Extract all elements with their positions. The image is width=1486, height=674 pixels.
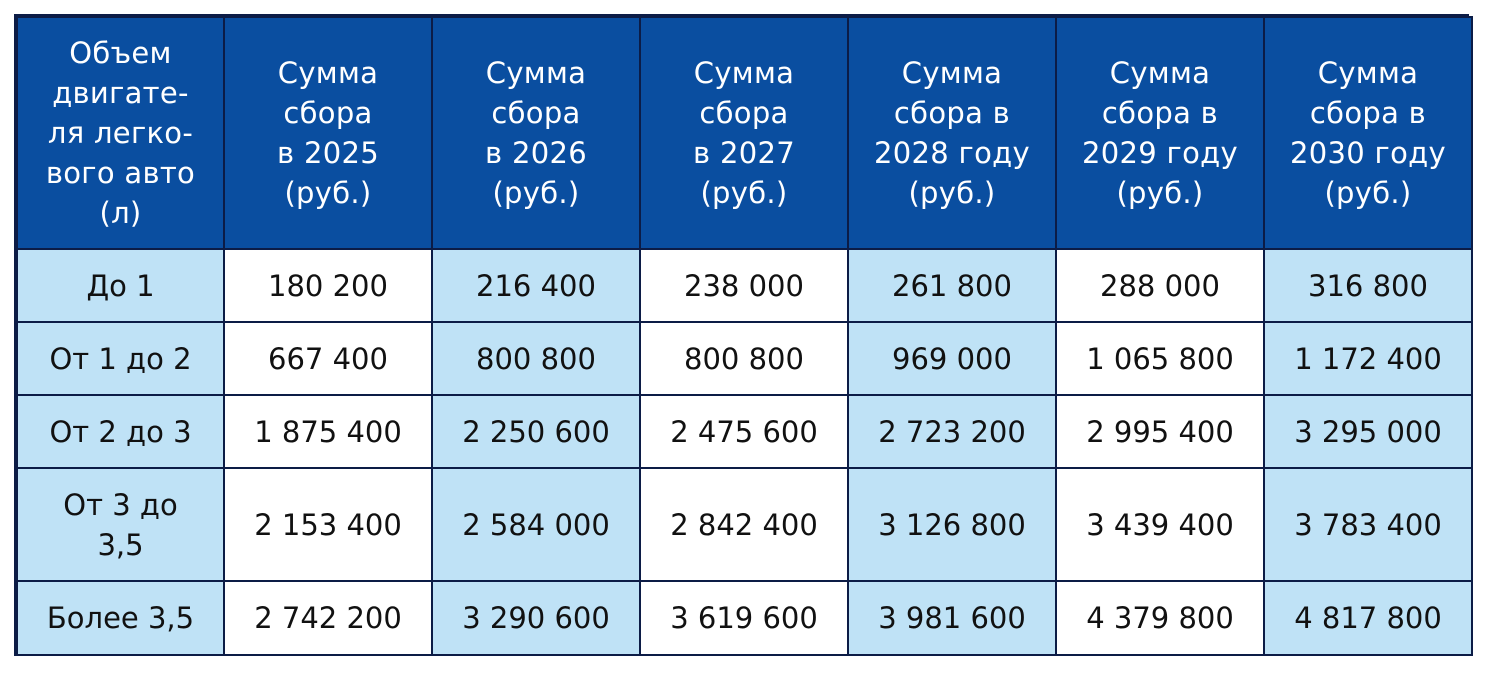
fee-cell-2027: 2 842 400 (639, 467, 849, 582)
engine-volume-line: 3,5 (97, 527, 144, 562)
fee-cell-2026: 216 400 (431, 248, 641, 323)
header-fee-2027: Сумма сбора в 2027 (руб.) (639, 16, 849, 250)
fee-cell-2028: 261 800 (847, 248, 1057, 323)
header-fee-2029: Сумма сбора в 2029 году (руб.) (1055, 16, 1265, 250)
fee-cell-2026: 2 250 600 (431, 394, 641, 469)
table-row: От 1 до 2 667 400 800 800 800 800 969 00… (16, 321, 1473, 396)
fee-cell-2028: 2 723 200 (847, 394, 1057, 469)
recycling-fee-table: Объем двигате- ля легко- вого авто (л) С… (16, 16, 1473, 656)
fee-cell-2027: 2 475 600 (639, 394, 849, 469)
fee-cell-2029: 4 379 800 (1055, 580, 1265, 656)
header-fee-2028: Сумма сбора в 2028 году (руб.) (847, 16, 1057, 250)
fee-cell-2028: 3 981 600 (847, 580, 1057, 656)
fee-cell-2025: 1 875 400 (223, 394, 433, 469)
engine-volume-cell: До 1 (16, 248, 225, 323)
fee-cell-2030: 4 817 800 (1263, 580, 1473, 656)
fee-cell-2026: 3 290 600 (431, 580, 641, 656)
fee-cell-2028: 969 000 (847, 321, 1057, 396)
fee-cell-2025: 2 742 200 (223, 580, 433, 656)
fee-cell-2027: 800 800 (639, 321, 849, 396)
fee-cell-2025: 667 400 (223, 321, 433, 396)
table-row: До 1 180 200 216 400 238 000 261 800 288… (16, 248, 1473, 323)
fee-cell-2030: 3 295 000 (1263, 394, 1473, 469)
fee-cell-2026: 800 800 (431, 321, 641, 396)
table-row: От 2 до 3 1 875 400 2 250 600 2 475 600 … (16, 394, 1473, 469)
fee-cell-2025: 2 153 400 (223, 467, 433, 582)
fee-cell-2030: 316 800 (1263, 248, 1473, 323)
fee-cell-2025: 180 200 (223, 248, 433, 323)
engine-volume-cell: От 2 до 3 (16, 394, 225, 469)
header-fee-2025: Сумма сбора в 2025 (руб.) (223, 16, 433, 250)
fee-cell-2030: 1 172 400 (1263, 321, 1473, 396)
fee-table-container: Объем двигате- ля легко- вого авто (л) С… (14, 14, 1473, 656)
engine-volume-cell: От 3 до 3,5 (16, 467, 225, 582)
header-fee-2026: Сумма сбора в 2026 (руб.) (431, 16, 641, 250)
fee-cell-2027: 3 619 600 (639, 580, 849, 656)
header-fee-2030: Сумма сбора в 2030 году (руб.) (1263, 16, 1473, 250)
fee-cell-2029: 3 439 400 (1055, 467, 1265, 582)
header-engine-volume: Объем двигате- ля легко- вого авто (л) (16, 16, 225, 250)
engine-volume-cell: Более 3,5 (16, 580, 225, 656)
fee-cell-2028: 3 126 800 (847, 467, 1057, 582)
fee-cell-2029: 1 065 800 (1055, 321, 1265, 396)
fee-cell-2029: 2 995 400 (1055, 394, 1265, 469)
fee-cell-2030: 3 783 400 (1263, 467, 1473, 582)
engine-volume-cell: От 1 до 2 (16, 321, 225, 396)
fee-cell-2026: 2 584 000 (431, 467, 641, 582)
fee-cell-2029: 288 000 (1055, 248, 1265, 323)
header-row: Объем двигате- ля легко- вого авто (л) С… (16, 16, 1473, 250)
engine-volume-line: От 3 до (63, 487, 178, 522)
table-row: От 3 до 3,5 2 153 400 2 584 000 2 842 40… (16, 467, 1473, 582)
table-row: Более 3,5 2 742 200 3 290 600 3 619 600 … (16, 580, 1473, 656)
fee-cell-2027: 238 000 (639, 248, 849, 323)
